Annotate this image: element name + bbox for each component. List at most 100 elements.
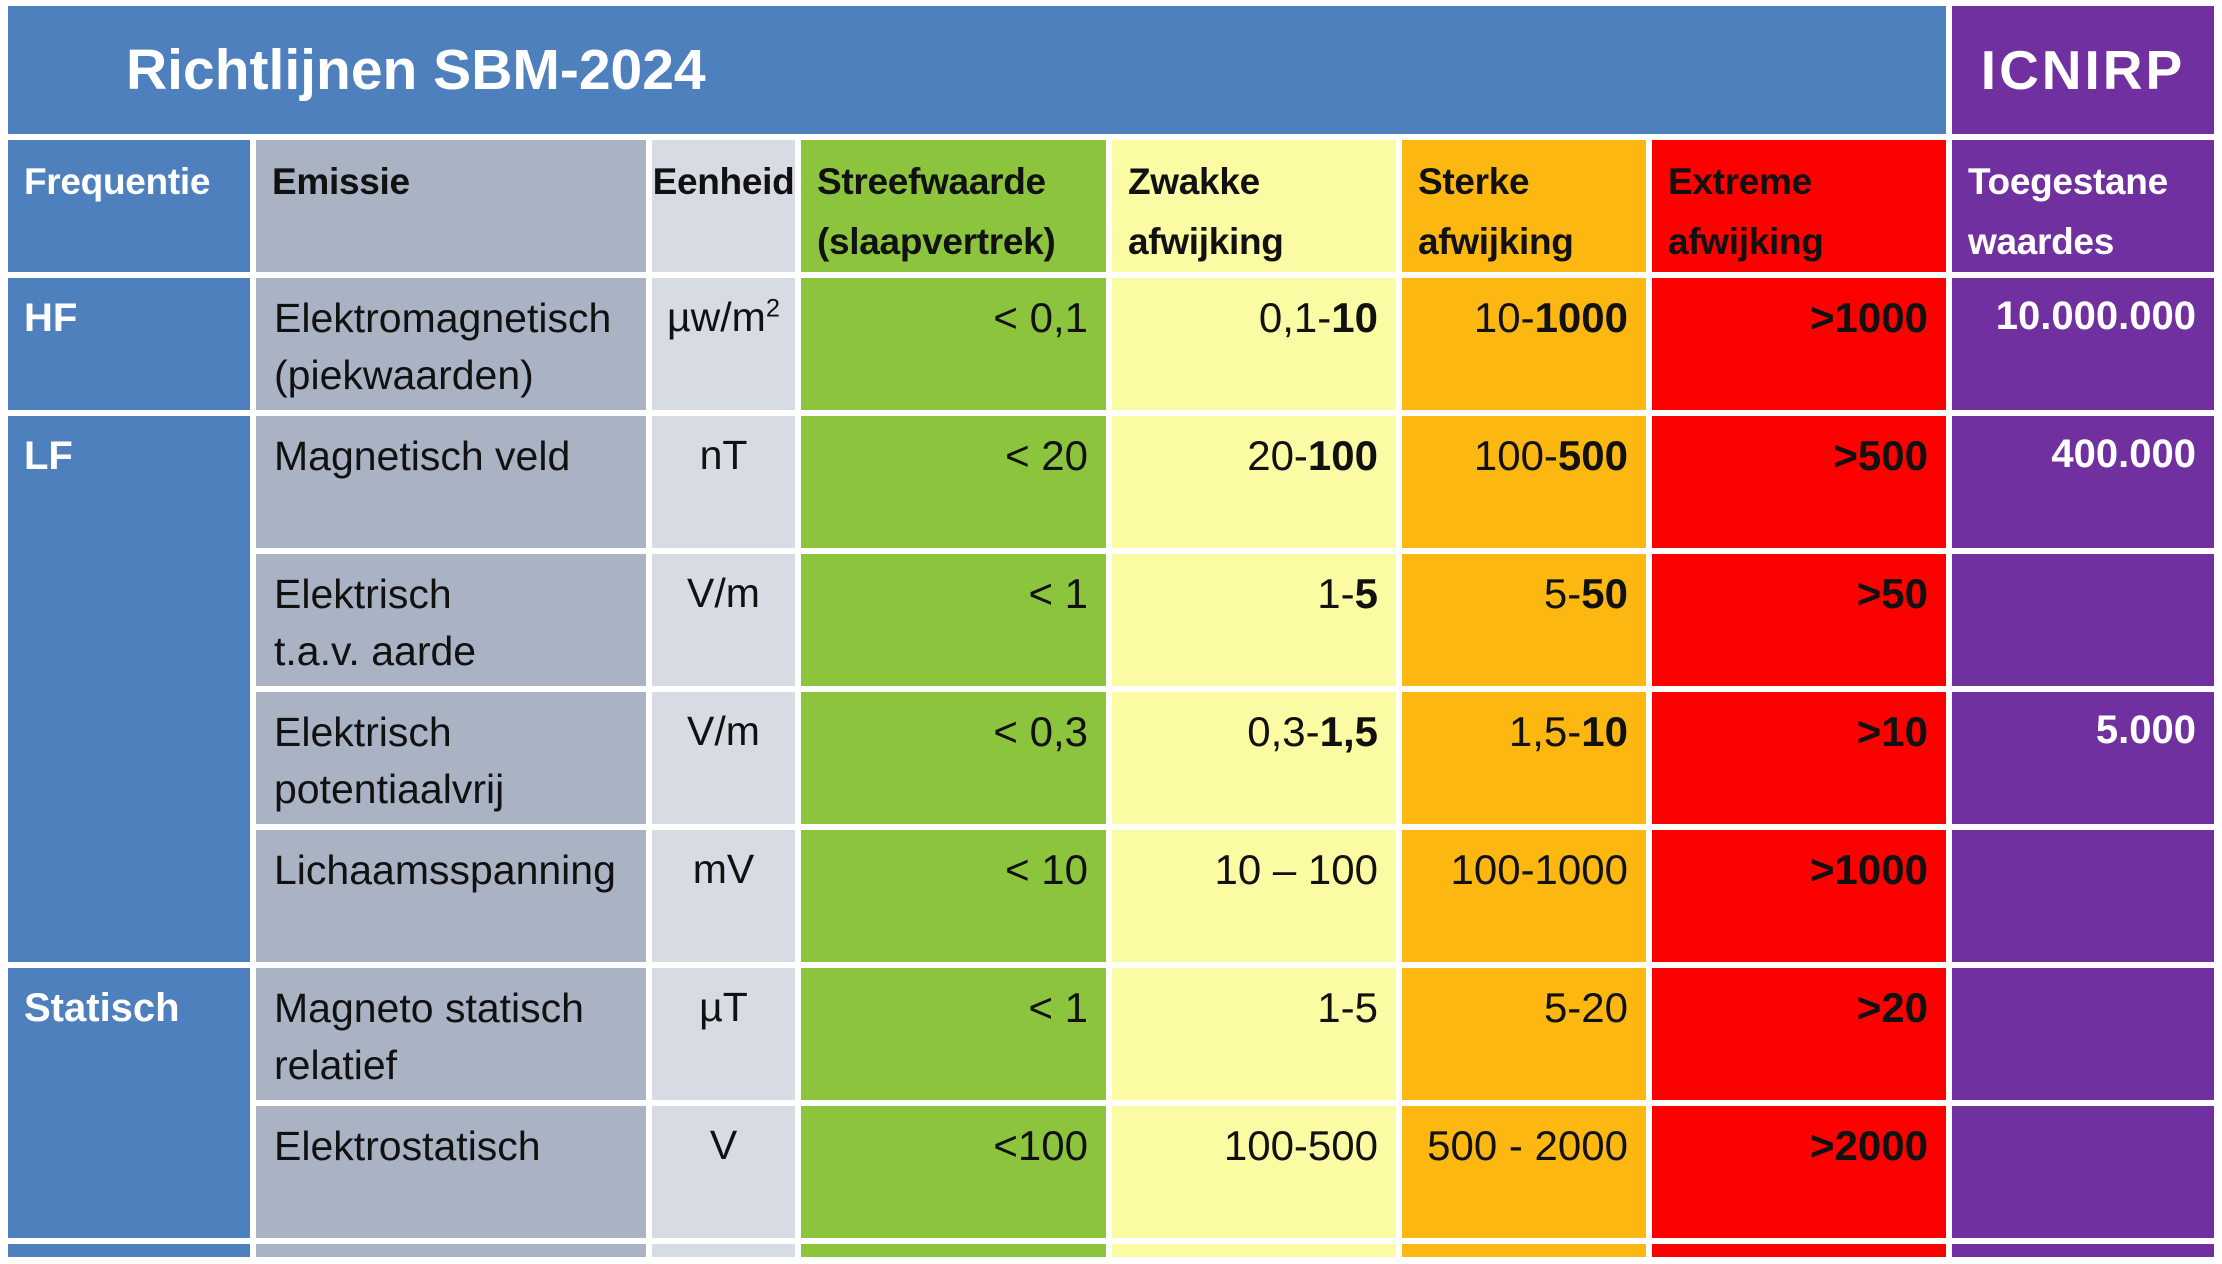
value-bold: 5 bbox=[1354, 570, 1378, 617]
cell-toegestane-waarde bbox=[1952, 968, 2214, 1100]
cell-streefwaarde: < 10 bbox=[801, 830, 1106, 962]
emissie-line1: Lichaamsspanning bbox=[274, 847, 616, 893]
cell-frequentie-statisch: Statisch bbox=[8, 968, 250, 1238]
header-emissie-label: Emissie bbox=[272, 161, 410, 202]
value-bold: 100 bbox=[1307, 432, 1378, 479]
emissie-line1: Elektromagnetisch bbox=[274, 295, 612, 341]
header-eenheid-label: Eenheid bbox=[652, 161, 795, 202]
cell-toegestane-waarde bbox=[1952, 1106, 2214, 1238]
cell-frequentie-hf: HF bbox=[8, 278, 250, 410]
cell-zwakke-afwijking: 100-500 bbox=[1112, 1106, 1396, 1238]
value-bold: 1000 bbox=[1534, 294, 1628, 341]
emissie-line2: potentiaalvrij bbox=[274, 766, 505, 812]
table-row: LF Magnetisch veld nT < 20 20-100 100-50… bbox=[8, 416, 2214, 962]
header-toegestane-line1: Toegestane bbox=[1968, 161, 2168, 202]
cell-sterke-afwijking: 10-1000 bbox=[1402, 278, 1646, 410]
value-normal: 1- bbox=[1317, 570, 1355, 617]
cell-sterke-afwijking: 100-1000 bbox=[1402, 830, 1646, 962]
value-normal: 500 - 2000 bbox=[1427, 1122, 1628, 1169]
cell-zwakke-afwijking: 20-100 bbox=[1112, 416, 1396, 548]
header-eenheid: Eenheid bbox=[652, 140, 795, 272]
cell-emissie: Magneto statisch relatief bbox=[256, 968, 646, 1100]
cell-eenheid: mV bbox=[652, 830, 795, 962]
cell-zwakke-afwijking: 1-5 bbox=[1112, 968, 1396, 1100]
value-normal: 0,1- bbox=[1258, 294, 1332, 341]
header-extreme-afwijking: Extreme afwijking bbox=[1652, 140, 1946, 272]
cell-sterke-afwijking: 5-50 bbox=[1402, 554, 1646, 686]
header-streefwaarde-line2: (slaapvertrek) bbox=[817, 221, 1056, 262]
header-toegestane-line2: waardes bbox=[1968, 221, 2114, 262]
table-row: Lichaamsspanning mV < 10 10 – 100 100-10… bbox=[8, 830, 2214, 962]
value-normal: 100-1000 bbox=[1450, 846, 1629, 893]
cell-emissie: Elektromagnetisch (piekwaarden) bbox=[256, 278, 646, 410]
value-normal: 1-5 bbox=[1317, 984, 1378, 1031]
cell-emissie: Elektrisch t.a.v. aarde bbox=[256, 554, 646, 686]
cell-emissie: Elektrisch potentiaalvrij bbox=[256, 692, 646, 824]
peek-cell-toegestane bbox=[1952, 1244, 2214, 1257]
cell-zwakke-afwijking: 1-5 bbox=[1112, 554, 1396, 686]
cell-eenheid: V/m bbox=[652, 692, 795, 824]
value-normal: 1,5- bbox=[1508, 708, 1582, 755]
cell-emissie: Magnetisch veld bbox=[256, 416, 646, 548]
eenheid-value: V bbox=[709, 1122, 738, 1168]
cell-sterke-afwijking: 5-20 bbox=[1402, 968, 1646, 1100]
cell-sterke-afwijking: 100-500 bbox=[1402, 416, 1646, 548]
cell-eenheid: µT bbox=[652, 968, 795, 1100]
cell-zwakke-afwijking: 0,3-1,5 bbox=[1112, 692, 1396, 824]
cell-extreme-afwijking: >10 bbox=[1652, 692, 1946, 824]
cell-eenheid: V bbox=[652, 1106, 795, 1238]
cell-extreme-afwijking: >50 bbox=[1652, 554, 1946, 686]
header-sterke-line1: Sterke bbox=[1418, 161, 1530, 202]
cell-toegestane-waarde: 400.000 bbox=[1952, 416, 2214, 548]
header-streefwaarde-line1: Streefwaarde bbox=[817, 161, 1046, 202]
header-row: Frequentie Emissie Eenheid Streefwaarde … bbox=[8, 140, 2214, 272]
cell-sterke-afwijking: 500 - 2000 bbox=[1402, 1106, 1646, 1238]
eenheid-value: µw/m bbox=[667, 294, 766, 340]
header-sterke-afwijking: Sterke afwijking bbox=[1402, 140, 1646, 272]
header-emissie: Emissie bbox=[256, 140, 646, 272]
cell-zwakke-afwijking: 0,1-10 bbox=[1112, 278, 1396, 410]
value-bold: 10 bbox=[1331, 294, 1378, 341]
peek-cell-zwakke bbox=[1112, 1244, 1396, 1257]
value-normal: 5- bbox=[1543, 570, 1582, 617]
value-normal: 100- bbox=[1473, 432, 1558, 479]
eenheid-value: µT bbox=[699, 984, 748, 1030]
cell-streefwaarde: <100 bbox=[801, 1106, 1106, 1238]
header-zwakke-afwijking: Zwakke afwijking bbox=[1112, 140, 1396, 272]
cell-extreme-afwijking: >2000 bbox=[1652, 1106, 1946, 1238]
table-row: Elektrisch potentiaalvrij V/m < 0,3 0,3-… bbox=[8, 692, 2214, 824]
cell-toegestane-waarde: 10.000.000 bbox=[1952, 278, 2214, 410]
header-extreme-line2: afwijking bbox=[1668, 221, 1824, 262]
icnirp-badge: ICNIRP bbox=[1952, 6, 2214, 134]
cell-streefwaarde: < 1 bbox=[801, 554, 1106, 686]
peek-cell-frequentie bbox=[8, 1244, 250, 1257]
eenheid-value: V/m bbox=[687, 570, 760, 616]
header-zwakke-line1: Zwakke bbox=[1128, 161, 1260, 202]
cell-streefwaarde: < 1 bbox=[801, 968, 1106, 1100]
value-bold: 10 bbox=[1581, 708, 1628, 755]
header-sterke-line2: afwijking bbox=[1418, 221, 1574, 262]
peek-cell-emissie bbox=[256, 1244, 646, 1257]
emissie-line1: Magneto statisch bbox=[274, 985, 584, 1031]
title-row: Richtlijnen SBM-2024 ICNIRP bbox=[8, 6, 2214, 134]
cell-toegestane-waarde: 5.000 bbox=[1952, 692, 2214, 824]
cell-toegestane-waarde bbox=[1952, 554, 2214, 686]
cell-extreme-afwijking: >500 bbox=[1652, 416, 1946, 548]
header-frequentie-label: Frequentie bbox=[24, 161, 211, 202]
table-row: Elektrostatisch V <100 100-500 500 - 200… bbox=[8, 1106, 2214, 1238]
page-title: Richtlijnen SBM-2024 bbox=[8, 6, 1946, 134]
cell-zwakke-afwijking: 10 – 100 bbox=[1112, 830, 1396, 962]
value-normal: 20- bbox=[1247, 432, 1308, 479]
cell-streefwaarde: < 0,1 bbox=[801, 278, 1106, 410]
emissie-line1: Elektrisch bbox=[274, 571, 452, 617]
cell-extreme-afwijking: >1000 bbox=[1652, 278, 1946, 410]
cell-toegestane-waarde bbox=[1952, 830, 2214, 962]
value-normal: 10- bbox=[1473, 294, 1535, 341]
cell-eenheid: nT bbox=[652, 416, 795, 548]
value-normal: 0,3- bbox=[1247, 708, 1320, 755]
eenheid-superscript: 2 bbox=[765, 294, 780, 323]
value-bold: 50 bbox=[1581, 570, 1628, 617]
value-normal: 10 – 100 bbox=[1214, 846, 1379, 893]
cell-emissie: Elektrostatisch bbox=[256, 1106, 646, 1238]
